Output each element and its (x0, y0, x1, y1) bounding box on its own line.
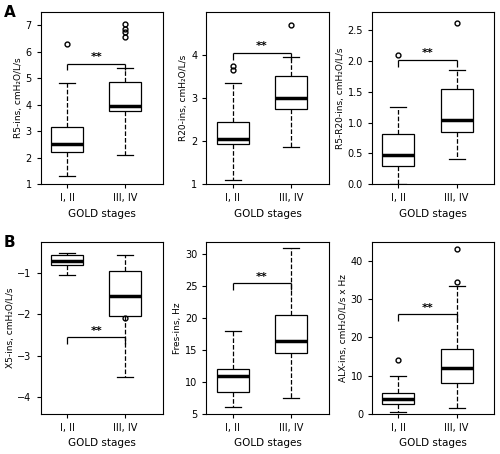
PathPatch shape (275, 76, 307, 109)
Y-axis label: X5-ins, cmH₂O/L/s: X5-ins, cmH₂O/L/s (6, 287, 15, 368)
Y-axis label: ALX-ins, cmH₂O/L/s x Hz: ALX-ins, cmH₂O/L/s x Hz (339, 274, 348, 382)
Text: A: A (4, 5, 16, 20)
X-axis label: GOLD stages: GOLD stages (234, 209, 302, 219)
X-axis label: GOLD stages: GOLD stages (400, 439, 467, 449)
Text: **: ** (422, 49, 434, 59)
PathPatch shape (109, 271, 142, 316)
PathPatch shape (109, 82, 142, 111)
PathPatch shape (216, 122, 248, 144)
PathPatch shape (216, 369, 248, 391)
Text: **: ** (422, 303, 434, 313)
Text: B: B (4, 235, 16, 250)
X-axis label: GOLD stages: GOLD stages (400, 209, 467, 219)
PathPatch shape (382, 393, 414, 405)
Y-axis label: R5-R20-ins, cmH₂O/L/s: R5-R20-ins, cmH₂O/L/s (336, 47, 344, 149)
Text: **: ** (90, 52, 102, 62)
PathPatch shape (440, 349, 472, 383)
X-axis label: GOLD stages: GOLD stages (68, 209, 136, 219)
PathPatch shape (440, 89, 472, 132)
Text: **: ** (256, 41, 268, 51)
Y-axis label: Fres-ins, Hz: Fres-ins, Hz (173, 302, 182, 354)
X-axis label: GOLD stages: GOLD stages (234, 439, 302, 449)
PathPatch shape (51, 256, 83, 265)
X-axis label: GOLD stages: GOLD stages (68, 439, 136, 449)
Y-axis label: R20-ins, cmH₂O/L/s: R20-ins, cmH₂O/L/s (180, 55, 188, 141)
PathPatch shape (382, 133, 414, 166)
Text: **: ** (90, 326, 102, 336)
PathPatch shape (275, 315, 307, 353)
Y-axis label: R5-ins, cmH₂O/L/s: R5-ins, cmH₂O/L/s (14, 58, 22, 138)
PathPatch shape (51, 127, 83, 152)
Text: **: ** (256, 272, 268, 282)
